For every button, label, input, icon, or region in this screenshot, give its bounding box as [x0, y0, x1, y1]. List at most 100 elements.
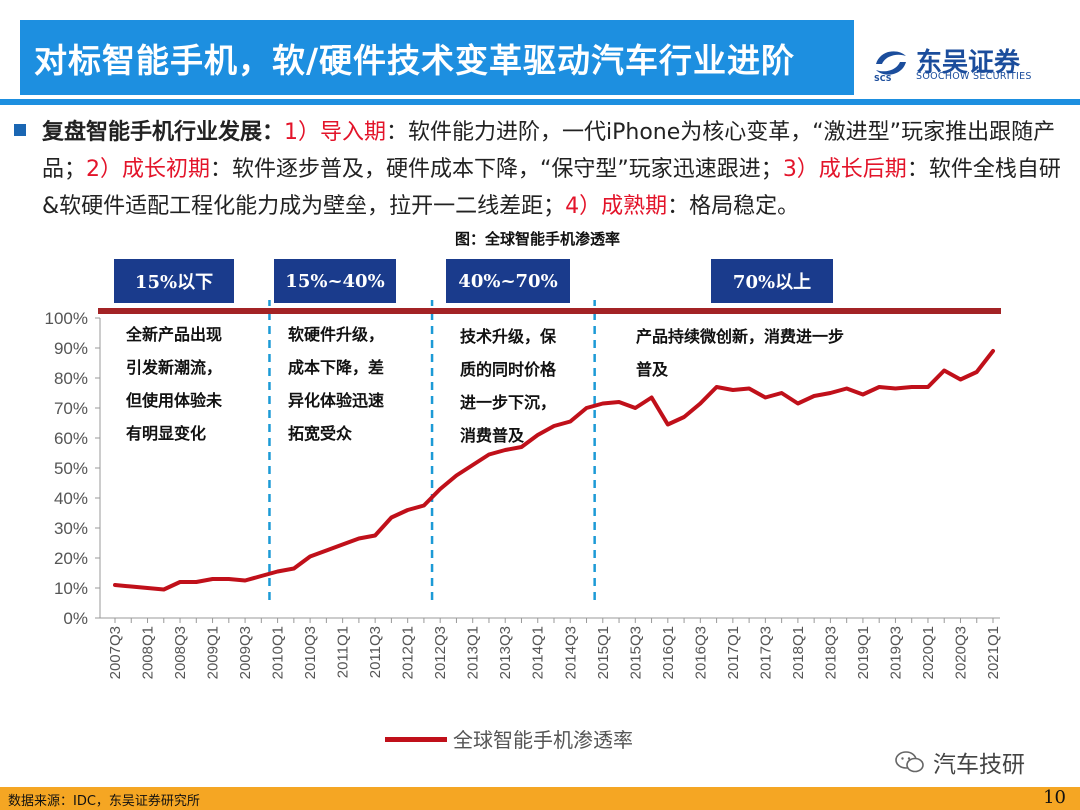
data-point [584, 406, 589, 410]
data-point [292, 566, 296, 571]
data-point [649, 395, 654, 400]
data-point [975, 370, 979, 374]
data-point [113, 583, 117, 587]
data-point [666, 422, 670, 427]
data-point [275, 569, 280, 574]
data-point [958, 377, 963, 382]
data-point [259, 574, 263, 578]
data-point [780, 391, 784, 395]
x-tick-label: 2017Q1 [725, 626, 742, 679]
x-tick-label: 2009Q3 [237, 626, 254, 679]
data-point [747, 386, 751, 391]
data-point [893, 386, 898, 391]
annotation-line: 全新产品出现 [126, 325, 223, 344]
annotation-line: 拓宽受众 [288, 424, 353, 443]
x-tick-label: 2012Q1 [400, 626, 417, 679]
data-point [812, 394, 816, 398]
annotation-phase-2: 软硬件升级， 成本下降，差 异化体验迅速 拓宽受众 [288, 318, 384, 450]
data-point [357, 536, 361, 541]
footer-bar: 数据来源：IDC，东吴证券研究所 10 [0, 787, 1080, 810]
data-point [194, 580, 198, 584]
penetration-line-chart: 0% 10% 20% 30% 40% 50% 60% 70% 80% 90% 100% 2007Q3 2… [45, 300, 1002, 679]
y-tick-label: 10% [54, 579, 88, 598]
brand-logo: SCS 东吴证券 SOOCHOW SECURITIES [872, 40, 1072, 90]
x-tick-label: 2019Q3 [887, 626, 904, 679]
data-point [942, 368, 946, 373]
data-point [162, 587, 166, 592]
x-tick-label: 2008Q3 [172, 626, 189, 679]
data-point [519, 445, 524, 449]
phase-box-3: 40%~70% [446, 259, 570, 303]
annotation-line: 成本下降，差 [288, 358, 385, 377]
data-point [389, 515, 394, 520]
phase-box-2: 15%~40% [274, 259, 396, 303]
y-tick-label: 80% [54, 369, 88, 388]
data-point [910, 385, 914, 389]
data-point [243, 578, 247, 583]
x-tick-label: 2013Q1 [465, 626, 482, 679]
phase-4-text: ：格局稳定。 [667, 194, 800, 219]
x-tick-label: 2017Q3 [757, 626, 774, 679]
annotation-line: 但使用体验未 [126, 391, 223, 410]
annotation-line: 消费普及 [460, 426, 525, 445]
y-tick-label: 70% [54, 399, 88, 418]
phase-3-label: 3）成长后期 [782, 157, 907, 182]
wechat-icon [895, 750, 925, 774]
annotation-line: 质的同时价格 [460, 360, 557, 379]
y-tick-label: 60% [54, 429, 88, 448]
phase-box-1: 15%以下 [114, 259, 234, 303]
x-tick-label: 2016Q1 [660, 626, 677, 679]
x-tick-label: 2014Q3 [562, 626, 579, 679]
data-point [454, 473, 459, 478]
x-tick-label: 2015Q3 [627, 626, 644, 679]
summary-paragraph: 复盘智能手机行业发展：1）导入期：软件能力进阶，一代iPhone为核心变革，“激… [42, 114, 1072, 225]
stage-divider-line [98, 308, 1001, 314]
y-tick-label: 90% [54, 339, 88, 358]
y-tick-label: 50% [54, 459, 88, 478]
x-tick-label: 2018Q3 [822, 626, 839, 679]
page-number: 10 [1043, 787, 1066, 808]
data-point [568, 419, 572, 424]
data-point [471, 463, 475, 467]
data-point [698, 401, 702, 406]
x-tick-label: 2011Q1 [335, 626, 352, 678]
data-point [145, 586, 150, 590]
data-point [714, 385, 719, 389]
data-point [877, 385, 881, 389]
x-tick-label: 2013Q3 [497, 626, 514, 679]
annotation-line: 软硬件升级， [288, 325, 385, 344]
summary-lead: 复盘智能手机行业发展： [42, 120, 285, 145]
logo-english-name: SOOCHOW SECURITIES [916, 71, 1032, 82]
watermark: 汽车技研 [895, 745, 1025, 779]
page-title: 对标智能手机，软/硬件技术变革驱动汽车行业进阶 [34, 41, 796, 80]
phase-2-text: ：软件逐步普及，硬件成本下降，“保守型”玩家迅速跟进； [210, 157, 783, 182]
y-tick-label: 40% [54, 489, 88, 508]
annotation-phase-1: 全新产品出现 引发新潮流， 但使用体验未 有明显变化 [126, 318, 222, 450]
annotation-line: 引发新潮流， [126, 358, 223, 377]
data-point [845, 386, 849, 391]
y-tick-label: 30% [54, 519, 88, 538]
x-tick-label: 2010Q3 [302, 626, 319, 679]
data-point [552, 424, 556, 428]
y-tick-label: 0% [63, 609, 88, 628]
phase-1-label: 1）导入期 [284, 120, 387, 145]
data-point [373, 533, 377, 538]
phase-box-4: 70%以上 [711, 259, 833, 303]
data-source: 数据来源：IDC，东吴证券研究所 [8, 794, 200, 809]
legend-label: 全球智能手机渗透率 [453, 728, 633, 752]
title-bar: 对标智能手机，软/硬件技术变革驱动汽车行业进阶 [20, 20, 854, 95]
annotation-line: 异化体验迅速 [288, 391, 385, 410]
data-point [438, 487, 442, 491]
data-point [129, 584, 133, 589]
annotation-line: 进一步下沉， [460, 393, 557, 412]
data-point [828, 391, 833, 395]
data-point [601, 401, 605, 406]
top-strip [0, 0, 1080, 16]
data-point [487, 452, 491, 457]
data-point [341, 542, 345, 547]
watermark-text: 汽车技研 [933, 752, 1025, 778]
data-point [682, 415, 686, 419]
x-tick-label: 2007Q3 [107, 626, 124, 679]
x-tick-label: 2008Q1 [140, 626, 157, 679]
x-tick-label: 2020Q3 [952, 626, 969, 679]
